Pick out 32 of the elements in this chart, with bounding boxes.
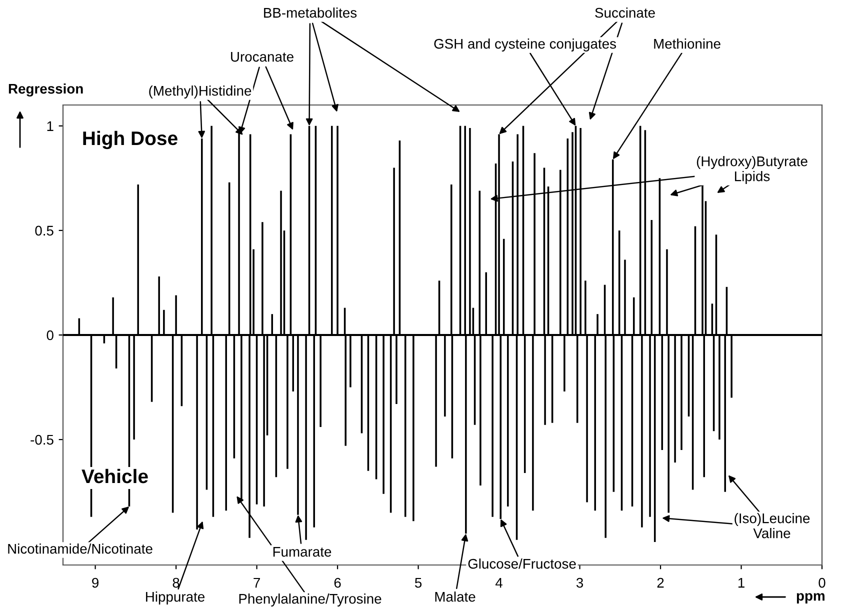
annotation: High Dose xyxy=(83,130,178,150)
annotation: Urocanate xyxy=(231,52,294,62)
annotation: BB-metabolites xyxy=(264,8,357,18)
x-tick-label: 5 xyxy=(414,578,422,588)
y-tick-label: -0.5 xyxy=(30,434,54,445)
annotation: Vehicle xyxy=(82,468,148,484)
annotation: Methionine xyxy=(654,38,720,49)
x-tick-label: 6 xyxy=(334,578,341,588)
y-tick-label: 0 xyxy=(46,330,54,340)
annotation: (Hydroxy)Butyrate Lipids xyxy=(696,156,808,184)
y-tick-label: 1 xyxy=(47,121,54,131)
x-tick-label: 4 xyxy=(495,578,502,588)
annotation: Nicotinamide/Nicotinate xyxy=(8,544,152,554)
y-tick-label: 0.5 xyxy=(35,226,54,236)
annotation: (Methyl)Histidine xyxy=(149,86,252,98)
x-tick-label: 1 xyxy=(738,578,744,588)
x-tick-label: 0 xyxy=(818,578,826,588)
y-axis-title: Regression xyxy=(8,83,83,97)
annotation: Glucose/Fructose xyxy=(468,558,576,569)
x-tick-label: 8 xyxy=(172,578,180,588)
annotation: Fumarate xyxy=(273,547,332,557)
x-tick-label: 7 xyxy=(254,578,260,588)
annotation: Phenylalanine/Tyrosine xyxy=(239,594,382,606)
annotation: Hippurate xyxy=(146,592,204,604)
annotation: (Iso)Leucine Valine xyxy=(734,513,810,538)
annotation: Succinate xyxy=(595,8,655,18)
x-tick-label: 3 xyxy=(576,578,584,588)
x-axis-title: ppm xyxy=(796,593,824,604)
x-tick-label: 9 xyxy=(92,578,98,588)
annotation: GSH and cysteine conjugates xyxy=(434,38,616,52)
annotation: Malate xyxy=(435,592,476,602)
x-tick-label: 2 xyxy=(657,578,664,588)
